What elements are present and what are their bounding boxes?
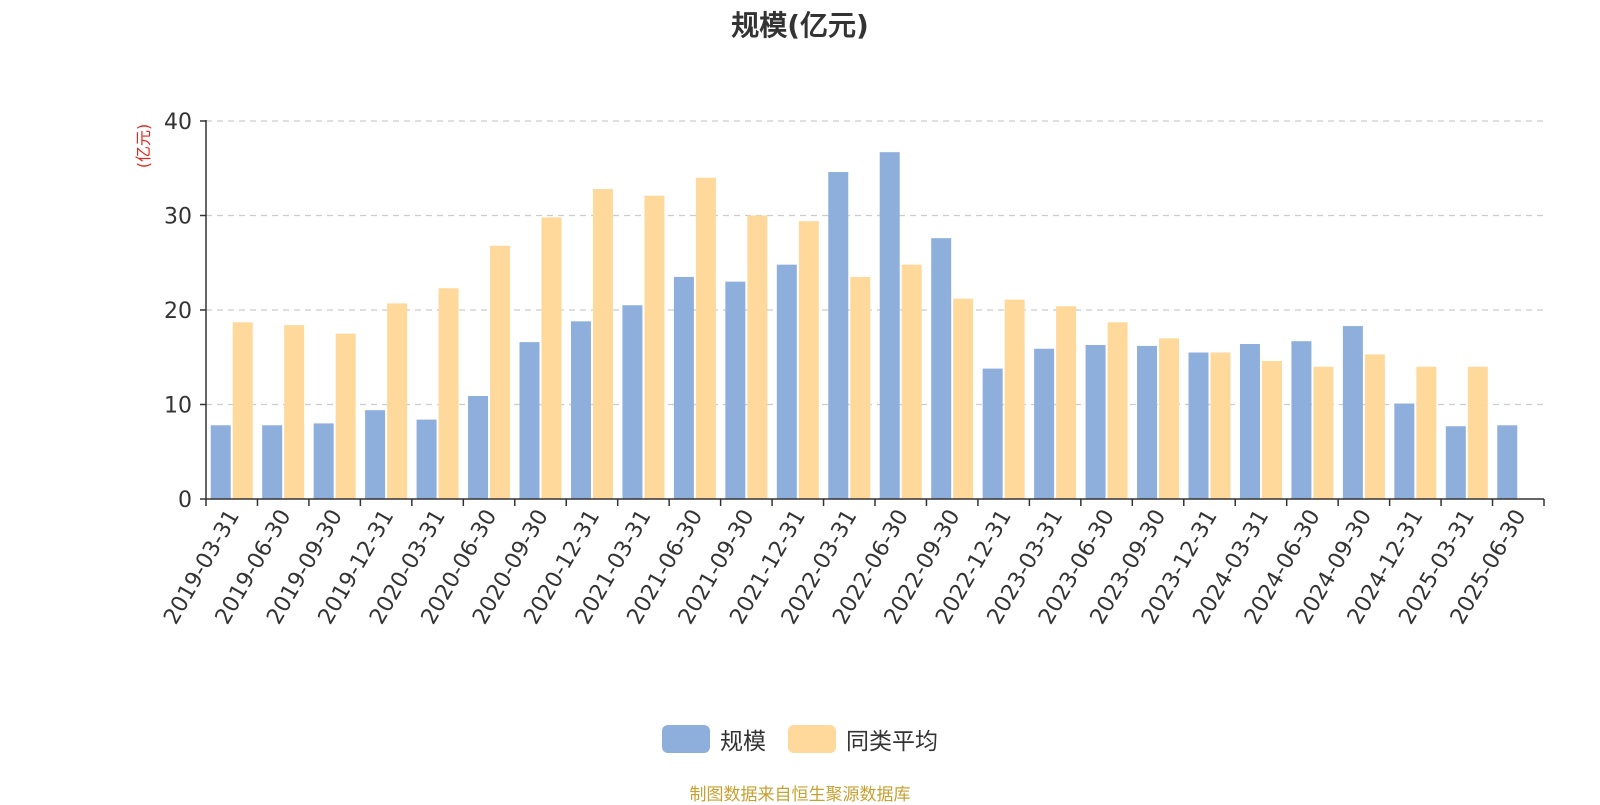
chart-title: 规模(亿元) xyxy=(731,9,869,42)
legend-swatch-peer-average xyxy=(788,725,836,753)
bar-peer-average xyxy=(644,195,665,499)
bar-peer-average xyxy=(1004,299,1025,499)
bar-scale xyxy=(210,425,231,499)
bar-scale xyxy=(1342,326,1363,499)
bar-peer-average xyxy=(541,217,562,499)
bar-scale xyxy=(1034,348,1055,499)
y-tick-label: 30 xyxy=(164,205,192,230)
source-note: 制图数据来自恒生聚源数据库 xyxy=(689,785,911,805)
bar-peer-average xyxy=(1313,366,1334,499)
bar-scale xyxy=(1497,425,1518,499)
bar-peer-average xyxy=(953,298,974,499)
bar-peer-average xyxy=(798,221,819,500)
bar-scale xyxy=(931,238,952,499)
bar-peer-average xyxy=(335,333,356,499)
bar-peer-average xyxy=(1416,366,1437,499)
bar-scale xyxy=(468,395,489,499)
bar-scale xyxy=(416,419,437,499)
bar-peer-average xyxy=(747,215,768,499)
axes xyxy=(200,120,1545,506)
bar-scale xyxy=(673,276,694,499)
bar-scale xyxy=(313,423,334,499)
bar-scale xyxy=(982,368,1003,499)
bar-peer-average xyxy=(1261,361,1282,499)
bar-scale xyxy=(828,172,849,499)
bar-peer-average xyxy=(1467,366,1488,499)
legend-label-scale: 规模 xyxy=(720,729,766,755)
y-tick-label: 40 xyxy=(164,110,192,135)
bar-scale xyxy=(1188,352,1209,499)
bar-peer-average xyxy=(1056,306,1077,499)
bar-scale xyxy=(570,321,591,499)
bar-peer-average xyxy=(695,177,716,499)
legend: 规模 同类平均 xyxy=(0,722,1600,756)
bar-scale xyxy=(879,152,900,499)
bar-scale xyxy=(1445,426,1466,499)
bar-scale xyxy=(262,425,283,499)
legend-swatch-scale xyxy=(662,725,710,753)
bar-peer-average xyxy=(901,264,922,499)
bar-peer-average xyxy=(284,325,305,499)
y-tick-label: 10 xyxy=(164,394,192,419)
bar-scale xyxy=(1291,341,1312,499)
y-tick-label: 0 xyxy=(178,488,192,513)
bar-scale xyxy=(519,342,540,499)
bars xyxy=(210,152,1518,500)
y-tick-label: 20 xyxy=(164,299,192,324)
bar-scale xyxy=(1394,403,1415,499)
bar-peer-average xyxy=(232,322,253,499)
bar-peer-average xyxy=(592,189,613,500)
y-axis-label: (亿元) xyxy=(134,124,153,169)
bar-scale xyxy=(1085,344,1106,499)
bar-peer-average xyxy=(1107,322,1128,499)
bar-peer-average xyxy=(850,276,871,499)
bar-scale xyxy=(365,410,386,499)
bar-scale xyxy=(622,305,643,499)
bar-scale xyxy=(1239,344,1260,499)
bar-peer-average xyxy=(1364,354,1385,499)
bar-scale xyxy=(776,264,797,499)
bar-scale xyxy=(1137,345,1158,499)
bar-peer-average xyxy=(438,288,459,499)
bar-peer-average xyxy=(1159,338,1180,499)
bar-peer-average xyxy=(490,245,511,499)
legend-item-peer-average[interactable]: 同类平均 xyxy=(788,722,938,756)
bar-peer-average xyxy=(387,303,408,499)
legend-item-scale[interactable]: 规模 xyxy=(662,722,766,756)
bar-peer-average xyxy=(1210,352,1231,499)
bar-scale xyxy=(725,281,746,499)
legend-label-peer-average: 同类平均 xyxy=(846,729,938,755)
